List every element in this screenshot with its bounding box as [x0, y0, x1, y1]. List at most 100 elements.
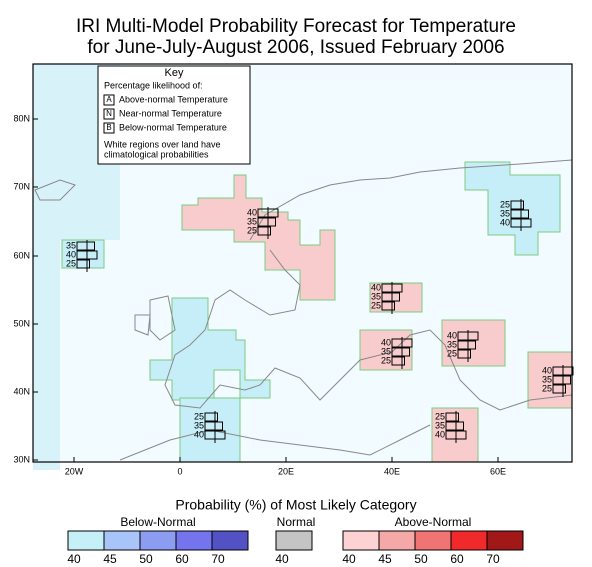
legend-label: 60: [175, 552, 189, 566]
glyph-bar: [204, 421, 223, 431]
lat-label: 40N: [13, 386, 30, 396]
glyph-value: 40: [194, 429, 204, 439]
lat-label: 70N: [13, 181, 30, 191]
glyph-bar: [445, 412, 459, 422]
glyph-value: 40: [542, 365, 552, 375]
legend-group-name: Above-Normal: [395, 515, 472, 529]
key-letter: B: [106, 123, 111, 132]
glyph-bar: [381, 301, 395, 311]
glyph-bar: [76, 241, 95, 251]
glyph-value: 40: [381, 337, 391, 347]
key-item: Below-normal Temperature: [119, 122, 227, 132]
key-letter-box: [103, 108, 115, 120]
legend-swatch: [378, 530, 416, 551]
lon-label: 60E: [490, 466, 506, 476]
glyph-bar: [204, 412, 218, 422]
glyph-value: 40: [247, 207, 257, 217]
lon-label: 20E: [278, 466, 294, 476]
glyph-bar: [510, 200, 524, 210]
key-subtitle: Percentage likelihood of:: [104, 80, 203, 90]
key-letter: N: [106, 109, 112, 118]
glyph-value: 40: [66, 249, 76, 259]
glyph-value: 35: [371, 291, 381, 301]
key-frame: [97, 65, 251, 165]
glyph-bar: [552, 384, 566, 394]
glyph-value: 35: [381, 346, 391, 356]
glyph-value: 35: [435, 420, 445, 430]
legend-label: 70: [211, 552, 225, 566]
legend-label: 45: [378, 552, 392, 566]
glyph-value: 40: [500, 217, 510, 227]
key-box: Key Percentage likelihood of: A Above-no…: [97, 65, 251, 165]
glyph-value: 35: [447, 339, 457, 349]
legend-swatch: [211, 530, 249, 551]
lat-label: 30N: [13, 454, 30, 464]
lat-label: 80N: [13, 113, 30, 123]
glyph-bar: [257, 217, 276, 227]
glyph-value: 25: [447, 348, 457, 358]
glyph-bar: [510, 209, 529, 219]
glyph-value: 35: [247, 216, 257, 226]
key-note: White regions over land have: [104, 139, 221, 149]
glyph-value: 40: [447, 330, 457, 340]
legend-label: 40: [67, 552, 81, 566]
key-title: Key: [165, 67, 184, 79]
lat-label: 60N: [13, 250, 30, 260]
legend-swatch: [67, 530, 105, 551]
glyph-value: 25: [435, 411, 445, 421]
lon-label: 40E: [384, 466, 400, 476]
legend-group-name: Normal: [277, 515, 316, 529]
glyph-value: 35: [66, 240, 76, 250]
key-letter-box: [103, 122, 115, 134]
legend-label: 40: [342, 552, 356, 566]
key-letter-box: [103, 94, 115, 106]
glyph-bar: [76, 259, 90, 269]
glyph-value: 25: [500, 199, 510, 209]
glyph-value: 25: [194, 411, 204, 421]
glyph-value: 25: [66, 258, 76, 268]
lat-label: 50N: [13, 318, 30, 328]
title-line: IRI Multi-Model Probability Forecast for…: [76, 16, 516, 37]
key-item: Near-normal Temperature: [119, 108, 222, 118]
lon-label: 0: [177, 466, 182, 476]
title-line: for June-July-August 2006, Issued Februa…: [87, 37, 504, 58]
glyph-bar: [391, 356, 405, 366]
legend-group-name: Below-Normal: [120, 515, 195, 529]
glyph-value: 35: [500, 208, 510, 218]
legend-swatch: [450, 530, 488, 551]
legend-swatch: [139, 530, 177, 551]
legend-swatch: [414, 530, 452, 551]
map-frame: [32, 63, 573, 463]
legend-label: 40: [275, 552, 289, 566]
glyph-value: 35: [194, 420, 204, 430]
glyph-bar: [552, 375, 571, 385]
glyph-value: 25: [371, 300, 381, 310]
glyph-bar: [391, 347, 410, 357]
glyph-value: 35: [542, 374, 552, 384]
legend-label: 70: [486, 552, 500, 566]
legend-label: 60: [450, 552, 464, 566]
legend-swatch: [175, 530, 213, 551]
glyph-value: 40: [371, 282, 381, 292]
glyph-bar: [257, 226, 271, 236]
glyph-value: 40: [435, 429, 445, 439]
glyph-bar: [445, 421, 464, 431]
glyph-value: 25: [381, 355, 391, 365]
glyph-bar: [457, 349, 471, 359]
lon-label: 20W: [65, 466, 84, 476]
coastlines: [34, 159, 573, 461]
glyph-bar: [381, 292, 400, 302]
key-note: climatological probabilities: [104, 149, 209, 159]
ocean-shade: [33, 64, 120, 470]
glyph-value: 25: [247, 225, 257, 235]
legend-label: 45: [103, 552, 117, 566]
legend-swatch: [275, 530, 313, 551]
glyph-value: 25: [542, 383, 552, 393]
legend-swatch: [486, 530, 524, 551]
legend-swatch: [103, 530, 141, 551]
legend-label: 50: [414, 552, 428, 566]
glyph-bar: [457, 340, 476, 350]
legend-label: 50: [139, 552, 153, 566]
legend-swatch: [342, 530, 380, 551]
